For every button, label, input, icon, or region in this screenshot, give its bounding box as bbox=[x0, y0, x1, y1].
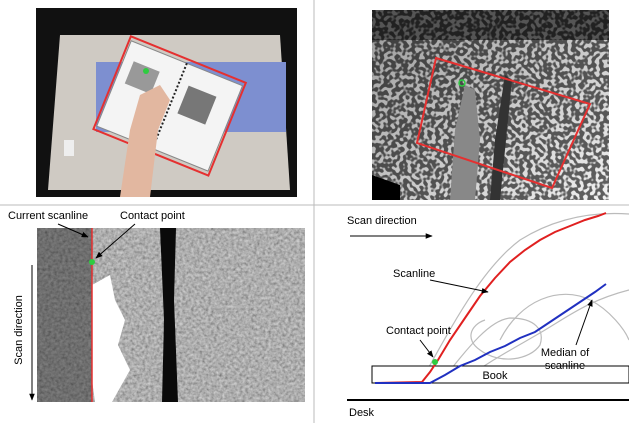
figure: Current scanline Contact point Scan dire… bbox=[0, 0, 629, 423]
depth-bottom-left bbox=[37, 228, 305, 402]
label: Desk bbox=[349, 407, 375, 419]
callout bbox=[420, 340, 433, 357]
label: Scan direction bbox=[13, 295, 25, 365]
label: Median of bbox=[541, 347, 590, 359]
label: Book bbox=[482, 370, 508, 382]
depth-top-right bbox=[372, 10, 609, 200]
label: scanline bbox=[545, 360, 585, 372]
label: Current scanline bbox=[8, 210, 88, 222]
label: Scanline bbox=[393, 268, 435, 280]
label: Contact point bbox=[120, 210, 185, 222]
page: Current scanline Contact point Scan dire… bbox=[0, 0, 629, 423]
label: Scan direction bbox=[347, 215, 417, 227]
photo-top-left bbox=[36, 8, 297, 197]
callout bbox=[430, 280, 488, 292]
label: Contact point bbox=[386, 325, 451, 337]
